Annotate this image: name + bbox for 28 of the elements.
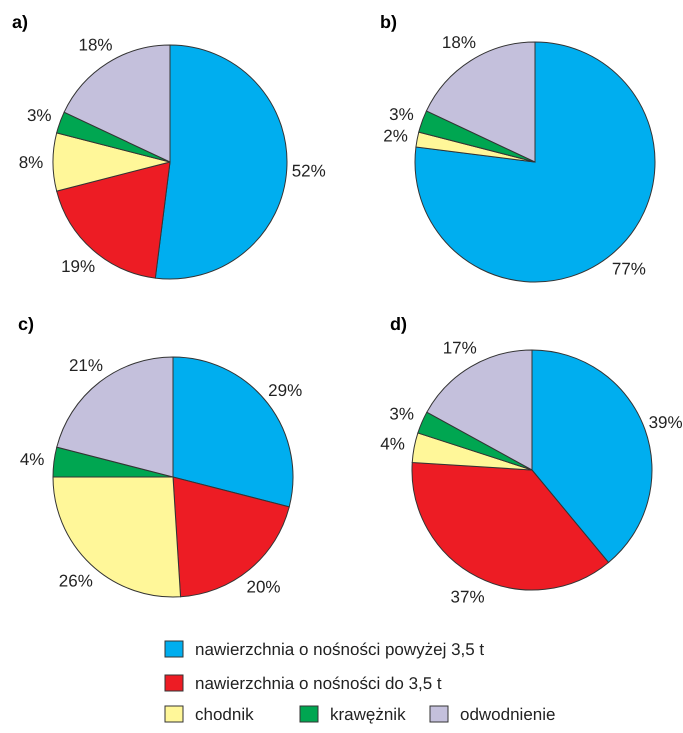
- chart-title: b): [380, 12, 397, 32]
- legend-label: chodnik: [195, 705, 254, 724]
- data-label: 52%: [292, 162, 326, 181]
- legend-label: krawężnik: [330, 705, 406, 724]
- data-label: 29%: [268, 380, 302, 400]
- legend-label: nawierzchnia o nośności do 3,5 t: [195, 674, 442, 693]
- data-label: 20%: [246, 577, 281, 596]
- data-label: 18%: [78, 36, 113, 55]
- chart-title: a): [12, 12, 28, 32]
- legend-label: odwodnienie: [460, 705, 556, 724]
- data-label: 3%: [389, 104, 414, 124]
- data-label: 19%: [61, 257, 96, 276]
- data-label: 18%: [442, 33, 476, 52]
- data-label: 4%: [380, 434, 405, 454]
- data-label: 26%: [58, 571, 93, 590]
- data-label: 2%: [383, 126, 408, 146]
- chart-title: d): [390, 314, 407, 334]
- data-label: 17%: [442, 338, 477, 358]
- data-label: 21%: [68, 356, 103, 375]
- data-label: 77%: [612, 259, 646, 278]
- data-label: 39%: [648, 412, 683, 432]
- data-label: 3%: [26, 106, 52, 125]
- legend-label: nawierzchnia o nośności powyżej 3,5 t: [195, 640, 484, 659]
- chart-title: c): [18, 314, 34, 334]
- data-label: 37%: [450, 587, 485, 606]
- data-label: 4%: [20, 450, 44, 470]
- data-label: 8%: [18, 152, 44, 172]
- data-label: 3%: [389, 404, 414, 424]
